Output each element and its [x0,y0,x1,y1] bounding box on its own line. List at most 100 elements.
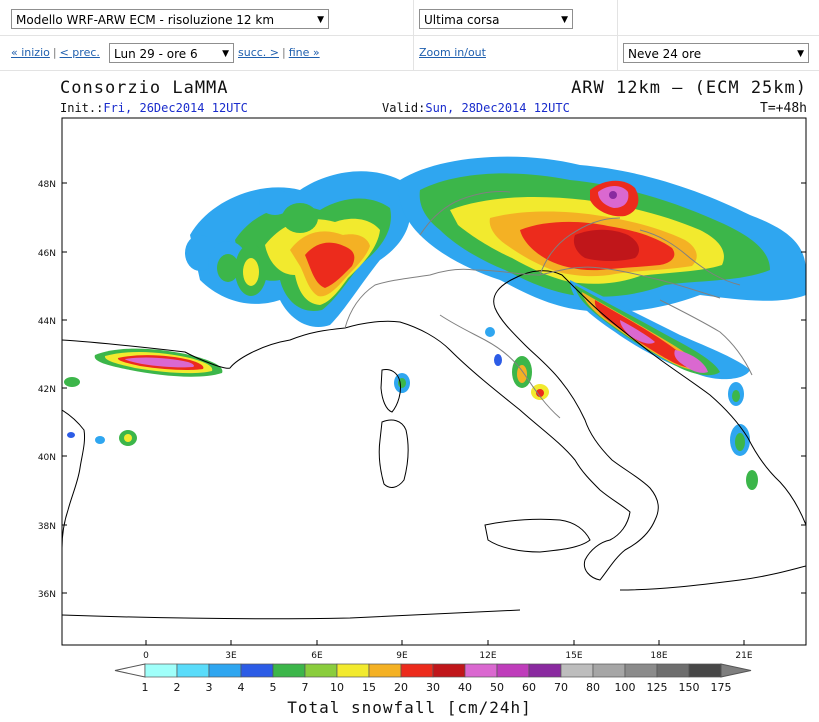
lead-time: T=+48h [760,101,807,116]
time-navigation: « inizio | < prec. [11,46,100,59]
chevron-down-icon: ▼ [561,15,568,25]
colorbar-swatch [304,663,338,678]
time-select-value: Lun 29 - ore 6 [114,47,198,61]
lat-label: 48N [38,180,56,190]
colorbar-level-label: 60 [522,681,536,694]
map-frame [61,117,807,646]
lat-label: 42N [38,385,56,395]
colorbar-swatch [176,663,210,678]
colorbar-level-label: 4 [238,681,245,694]
valid-value: Sun, 28Dec2014 12UTC [425,101,570,115]
colorbar-swatch [336,663,370,678]
colorbar-level-label: 15 [362,681,376,694]
valid-time: Valid:Sun, 28Dec2014 12UTC [382,101,570,115]
init-time: Init.:Fri, 26Dec2014 12UTC [60,101,248,115]
time-select[interactable]: Lun 29 - ore 6 ▼ [109,43,234,63]
field-select-value: Neve 24 ore [628,47,702,61]
run-select[interactable]: Ultima corsa ▼ [419,9,573,29]
lat-label: 46N [38,249,56,259]
divider [413,0,414,70]
init-value: Fri, 26Dec2014 12UTC [103,101,248,115]
colorbar-swatch [144,663,178,678]
controls-row-1 [0,0,819,36]
zoom-link[interactable]: Zoom in/out [419,46,486,59]
colorbar-level-label: 20 [394,681,408,694]
borders [344,191,753,419]
snowfall-alps-east [398,156,806,312]
colorbar-swatch [624,663,658,678]
lon-label: 6E [311,651,323,661]
snowfall-field [64,156,806,490]
colorbar-level-label: 1 [142,681,149,694]
forecast-map-panel: Consorzio LaMMA ARW 12km – (ECM 25km) In… [0,70,819,722]
lat-label: 38N [38,522,56,532]
lon-label: 12E [479,651,496,661]
lon-label: 15E [565,651,582,661]
colorbar-level-label: 100 [615,681,636,694]
model-label: ARW 12km – (ECM 25km) [571,78,807,98]
nav-separator: | [52,46,57,59]
zoom-control: Zoom in/out [419,46,486,59]
lon-label: 3E [225,651,237,661]
model-select-value: Modello WRF-ARW ECM - risoluzione 12 km [16,13,275,27]
colorbar-level-label: 40 [458,681,472,694]
colorbar-swatch [656,663,690,678]
time-navigation-next: succ. > | fine » [238,46,320,59]
colorbar-level-label: 10 [330,681,344,694]
field-select[interactable]: Neve 24 ore ▼ [623,43,809,63]
snowfall-dinaric [570,280,758,490]
colorbar-swatch [272,663,306,678]
colorbar-level-label: 50 [490,681,504,694]
model-select[interactable]: Modello WRF-ARW ECM - risoluzione 12 km … [11,9,329,29]
colorbar-swatch [560,663,594,678]
coastlines [62,270,806,620]
chevron-down-icon: ▼ [797,49,804,59]
colorbar-swatch [240,663,274,678]
controls-row-2 [0,35,819,71]
valid-label: Valid: [382,101,426,115]
colorbar-swatch [400,663,434,678]
colorbar-level-label: 3 [206,681,213,694]
init-label: Init.: [60,101,104,115]
colorbar: 1 2 3 4 5 7 10 15 20 30 40 50 60 70 80 100 125 150 175 [114,663,752,694]
nav-separator: | [282,46,286,59]
map-title: Consorzio LaMMA [60,78,229,98]
colorbar-level-label: 70 [554,681,568,694]
colorbar-arrow-left [114,663,146,678]
nav-first-link[interactable]: « inizio [11,46,50,59]
colorbar-level-label: 80 [586,681,600,694]
colorbar-swatch [368,663,402,678]
colorbar-label: Total snowfall [cm/24h] [287,698,532,717]
lon-label: 21E [735,651,752,661]
colorbar-level-label: 30 [426,681,440,694]
lat-label: 44N [38,317,56,327]
nav-last-link[interactable]: fine » [288,46,320,59]
chevron-down-icon: ▼ [222,49,229,59]
colorbar-swatch [688,663,722,678]
chevron-down-icon: ▼ [317,15,324,25]
colorbar-swatch [592,663,626,678]
snowfall-pyrenees [64,348,223,446]
longitude-labels: 0 3E 6E 9E 12E 15E 18E 21E [143,640,753,661]
snowfall-alps-west-outliers [185,189,318,296]
nav-next-link[interactable]: succ. > [238,46,280,59]
lat-label: 40N [38,453,56,463]
colorbar-level-label: 2 [174,681,181,694]
colorbar-arrow-right [720,663,752,678]
controls-bar: Modello WRF-ARW ECM - risoluzione 12 km … [0,0,819,71]
colorbar-swatch [496,663,530,678]
run-select-value: Ultima corsa [424,13,500,27]
lon-label: 9E [396,651,408,661]
colorbar-swatch [432,663,466,678]
colorbar-level-label: 175 [711,681,732,694]
divider [617,0,618,70]
latitude-labels: 48N 46N 44N 42N 40N 38N 36N [38,180,806,600]
nav-prev-link[interactable]: < prec. [59,46,100,59]
colorbar-swatch [528,663,562,678]
lon-label: 0 [143,651,149,661]
colorbar-swatch [464,663,498,678]
colorbar-level-label: 5 [270,681,277,694]
colorbar-level-label: 150 [679,681,700,694]
lat-label: 36N [38,590,56,600]
